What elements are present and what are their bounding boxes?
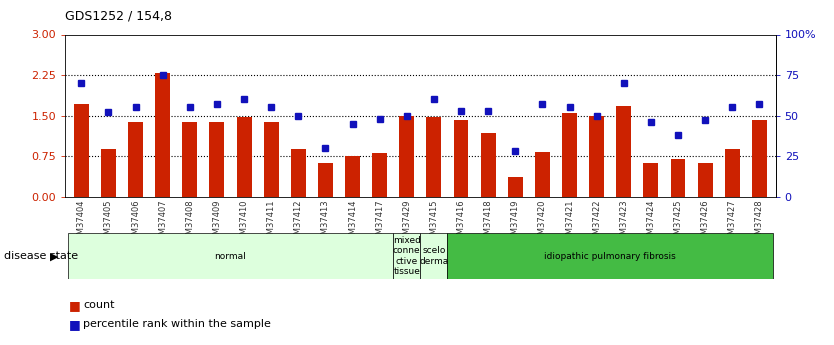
Bar: [399, 116, 414, 197]
Bar: [318, 163, 333, 197]
Text: idiopathic pulmonary fibrosis: idiopathic pulmonary fibrosis: [545, 252, 676, 261]
Bar: [426, 117, 441, 197]
Bar: [616, 106, 631, 197]
Bar: [372, 154, 387, 197]
Bar: [643, 163, 658, 197]
Bar: [752, 120, 766, 197]
Bar: [420, 233, 448, 279]
Text: disease state: disease state: [4, 251, 78, 261]
Bar: [74, 104, 88, 197]
Bar: [183, 122, 198, 197]
Text: ■: ■: [69, 299, 81, 312]
Bar: [68, 233, 393, 279]
Bar: [128, 122, 143, 197]
Bar: [508, 177, 523, 197]
Bar: [291, 149, 306, 197]
Bar: [345, 156, 360, 197]
Bar: [698, 163, 712, 197]
Bar: [480, 133, 495, 197]
Bar: [393, 233, 420, 279]
Text: ■: ■: [69, 318, 81, 331]
Bar: [454, 120, 469, 197]
Bar: [264, 122, 279, 197]
Bar: [448, 233, 773, 279]
Text: scelo
derma: scelo derma: [420, 246, 449, 266]
Bar: [155, 73, 170, 197]
Text: ▶: ▶: [50, 251, 58, 261]
Bar: [562, 113, 577, 197]
Text: percentile rank within the sample: percentile rank within the sample: [83, 319, 271, 329]
Bar: [671, 159, 686, 197]
Bar: [209, 122, 224, 197]
Text: GDS1252 / 154,8: GDS1252 / 154,8: [65, 9, 172, 22]
Text: count: count: [83, 300, 115, 310]
Bar: [725, 149, 740, 197]
Bar: [589, 116, 604, 197]
Bar: [101, 149, 116, 197]
Text: mixed
conne
ctive
tissue: mixed conne ctive tissue: [393, 236, 420, 276]
Bar: [237, 117, 252, 197]
Bar: [535, 152, 550, 197]
Text: normal: normal: [214, 252, 246, 261]
